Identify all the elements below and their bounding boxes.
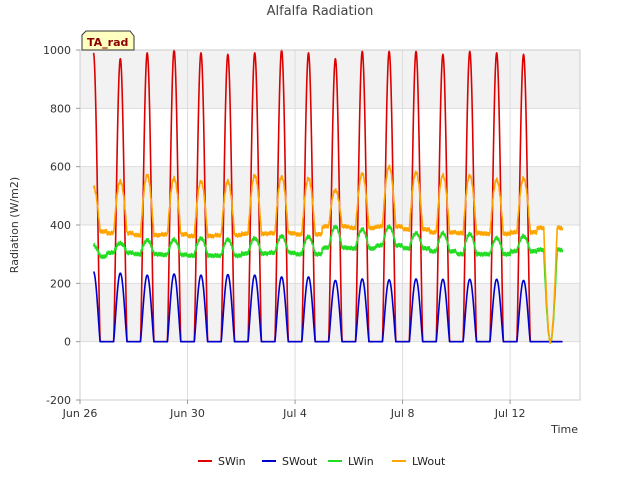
y-tick-label: 200	[50, 277, 71, 290]
legend-label-swin: SWin	[218, 455, 246, 468]
y-tick-label: 0	[64, 336, 71, 349]
legend: SWin SWout LWin LWout	[198, 455, 446, 468]
x-tick-label: Jun 26	[62, 407, 98, 420]
y-tick-label: 600	[50, 161, 71, 174]
series-line-swout	[92, 270, 564, 343]
x-tick-label: Jul 12	[494, 407, 526, 420]
series-lines	[92, 49, 564, 344]
x-tick-label: Jun 30	[169, 407, 205, 420]
x-tick-label: Jul 8	[390, 407, 415, 420]
x-axis-ticks: Jun 26 Jun 30 Jul 4 Jul 8 Jul 12	[62, 400, 526, 420]
series-line-lwin	[92, 224, 564, 344]
series-line-lwout	[92, 164, 564, 344]
y-tick-label: 800	[50, 102, 71, 115]
station-badge-text: TA_rad	[87, 36, 128, 49]
x-axis-label: Time	[550, 423, 578, 436]
y-axis-ticks: -200 0 200 400 600 800 1000	[43, 44, 80, 407]
legend-label-swout: SWout	[282, 455, 318, 468]
y-tick-label: 400	[50, 219, 71, 232]
legend-label-lwin: LWin	[348, 455, 374, 468]
y-tick-label: -200	[46, 394, 71, 407]
legend-label-lwout: LWout	[412, 455, 446, 468]
y-axis-label: Radiation (W/m2)	[8, 177, 21, 273]
station-badge-box	[81, 30, 135, 51]
plot-band	[80, 50, 580, 109]
station-badge: TA_rad	[81, 30, 135, 51]
chart-title: Alfalfa Radiation	[267, 4, 374, 19]
y-tick-label: 1000	[43, 44, 71, 57]
x-tick-label: Jul 4	[282, 407, 307, 420]
